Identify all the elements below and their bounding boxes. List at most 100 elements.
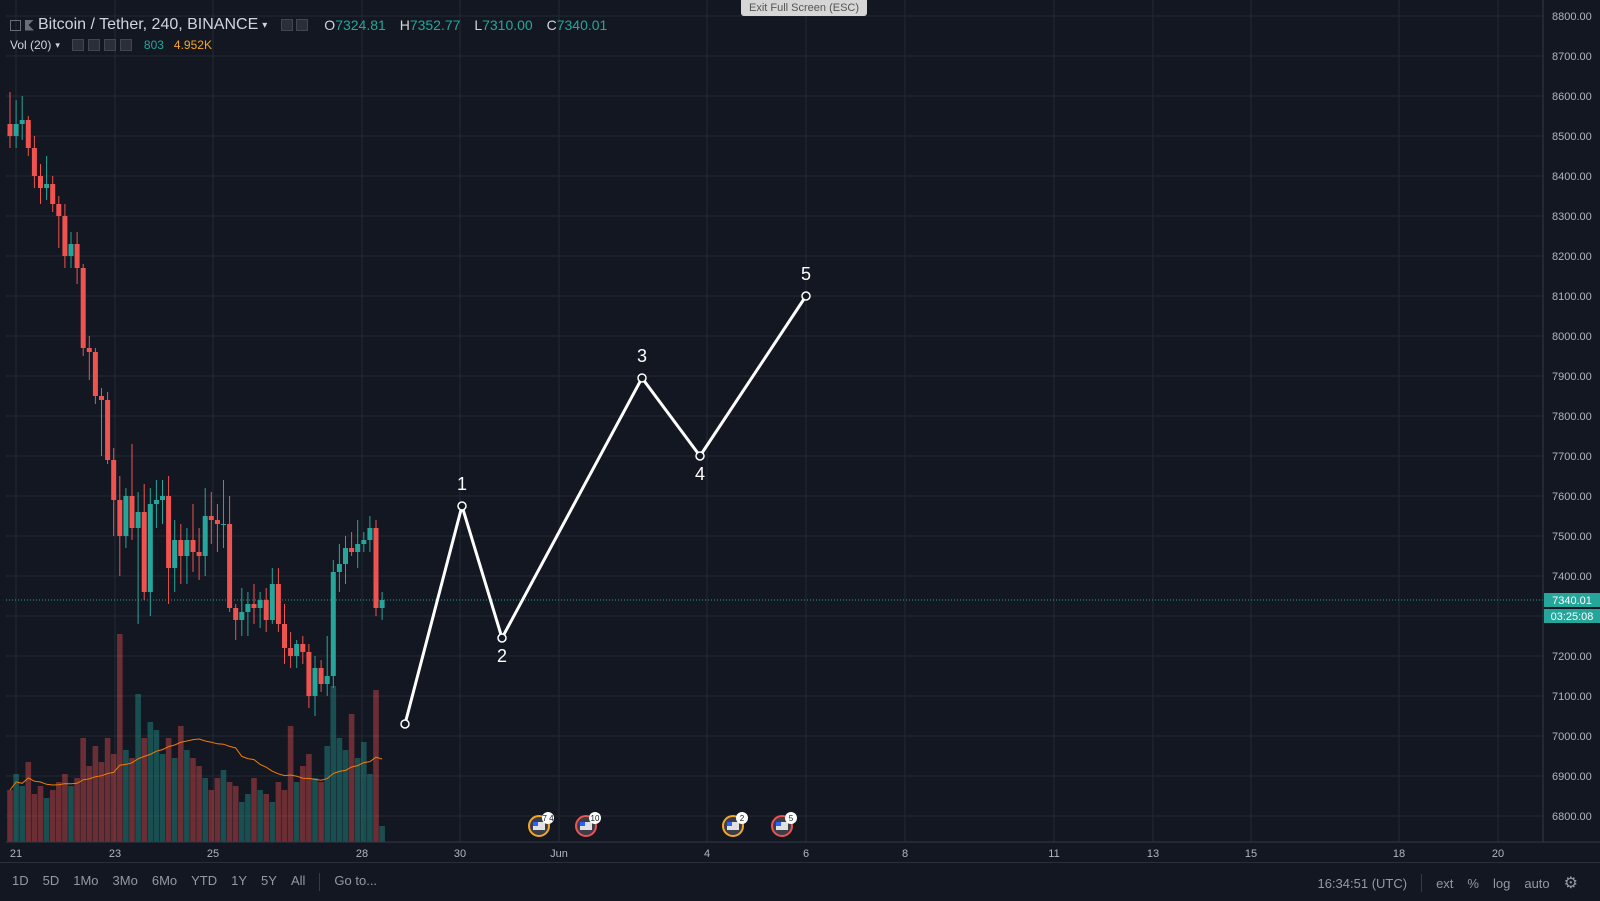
wave-anchor-point [801, 291, 811, 301]
log-toggle[interactable]: log [1492, 875, 1511, 891]
exit-fullscreen-button[interactable]: Exit Full Screen (ESC) [741, 0, 867, 16]
volume-bar [141, 738, 147, 842]
volume-bar [80, 738, 86, 842]
candle-body [257, 600, 263, 608]
wave-anchor-point [497, 633, 507, 643]
event-count: 10 [591, 814, 600, 823]
percent-toggle[interactable]: % [1467, 875, 1479, 891]
ext-toggle[interactable]: ext [1436, 875, 1454, 891]
candle-body [349, 548, 355, 552]
wave-anchor-point [637, 373, 647, 383]
price-tick-label: 7900.00 [1552, 371, 1592, 383]
flag-icon[interactable] [25, 19, 34, 31]
volume-indicator-legend[interactable]: Vol (20) ▾ 803 4.952K [10, 38, 212, 52]
range-5d[interactable]: 5D [42, 873, 60, 888]
goto-button[interactable]: Go to... [334, 873, 378, 888]
volume-bar [74, 778, 80, 842]
auto-toggle[interactable]: auto [1524, 875, 1550, 891]
settings-icon[interactable] [281, 19, 294, 31]
candle-body [330, 572, 336, 676]
candle-body [56, 204, 62, 216]
volume-bar [135, 694, 141, 842]
range-all[interactable]: All [290, 873, 306, 888]
candle-body [68, 244, 74, 256]
chevron-down-icon[interactable]: ▾ [262, 19, 268, 31]
volume-bar [336, 738, 343, 842]
volume-bar [159, 754, 166, 842]
time-tick-label: 21 [10, 848, 22, 860]
volume-bar [147, 722, 154, 842]
candle-body [190, 540, 196, 552]
candle-body [50, 184, 56, 204]
candle-body [361, 540, 367, 544]
volume-bar [373, 690, 379, 842]
candle-body [245, 604, 251, 612]
collapse-icon[interactable] [10, 19, 21, 31]
volume-bar [62, 774, 68, 842]
candle-body [117, 500, 123, 536]
candle-body [147, 504, 153, 592]
time-tick-label: 18 [1393, 848, 1405, 860]
move-icon[interactable] [103, 39, 116, 51]
range-ytd[interactable]: YTD [191, 873, 218, 888]
visibility-icon[interactable] [296, 19, 309, 31]
chevron-down-icon[interactable]: ▾ [55, 39, 60, 50]
wave-label: 1 [457, 474, 467, 494]
price-tick-label: 7100.00 [1552, 691, 1592, 703]
wave-anchor-point [400, 719, 410, 729]
settings-icon[interactable] [87, 39, 100, 51]
event-count: 7 4 [542, 814, 554, 823]
price-tick-label: 8600.00 [1552, 91, 1592, 103]
volume-bar [312, 778, 318, 842]
candle-body [111, 460, 117, 500]
candle-body [80, 268, 86, 348]
wave-label: 5 [801, 264, 811, 284]
close-icon[interactable] [119, 39, 132, 51]
volume-bar [251, 778, 257, 842]
event-flag-icon[interactable]: 2 [722, 812, 748, 837]
volume-bar [86, 766, 93, 842]
candle-body [233, 608, 239, 620]
price-tick-label: 7800.00 [1552, 411, 1592, 423]
gear-icon[interactable]: ⚙ [1563, 875, 1578, 892]
volume-bar [43, 798, 50, 842]
range-5y[interactable]: 5Y [261, 873, 277, 888]
volume-label[interactable]: Vol (20) [10, 38, 52, 52]
chart-grid [6, 0, 1543, 842]
range-3mo[interactable]: 3Mo [112, 873, 138, 888]
candle-body [178, 540, 184, 556]
volume-bar [19, 786, 25, 842]
event-flag-icon[interactable]: 10 [575, 812, 601, 837]
time-scale: 21 23 25 28 30 Jun 4 6 8 11 13 15 18 20 [6, 841, 1600, 860]
candle-body [343, 548, 348, 564]
event-flag-icon[interactable]: 5 [771, 812, 797, 837]
volume-bar [257, 790, 263, 842]
candle-body [105, 400, 111, 460]
volume-bar [171, 758, 178, 842]
time-tick-label: 25 [207, 848, 219, 860]
candle-body [324, 676, 330, 684]
volume-bar [68, 786, 74, 842]
volume-bar [178, 726, 184, 842]
range-6mo[interactable]: 6Mo [151, 873, 178, 888]
symbol-title[interactable]: Bitcoin / Tether, 240, BINANCE [38, 16, 259, 33]
volume-bar [275, 782, 282, 842]
candle-body [208, 516, 214, 520]
price-tick-label: 8800.00 [1552, 11, 1592, 23]
range-1mo[interactable]: 1Mo [73, 873, 99, 888]
volume-bars [7, 634, 385, 842]
price-tick-label: 6800.00 [1552, 811, 1592, 823]
price-tick-label: 7500.00 [1552, 531, 1592, 543]
volume-bar [190, 758, 196, 842]
range-1y[interactable]: 1Y [231, 873, 248, 888]
candle-body [294, 644, 300, 656]
visibility-icon[interactable] [71, 39, 84, 51]
volume-bar [92, 746, 99, 842]
candle-body [13, 124, 19, 136]
event-count: 5 [789, 814, 794, 823]
clock-time[interactable]: 16:34:51 (UTC) [1317, 875, 1408, 891]
event-flag-icon[interactable]: 7 4 [528, 812, 554, 837]
price-tick-label: 8300.00 [1552, 211, 1592, 223]
range-1d[interactable]: 1D [12, 873, 29, 888]
